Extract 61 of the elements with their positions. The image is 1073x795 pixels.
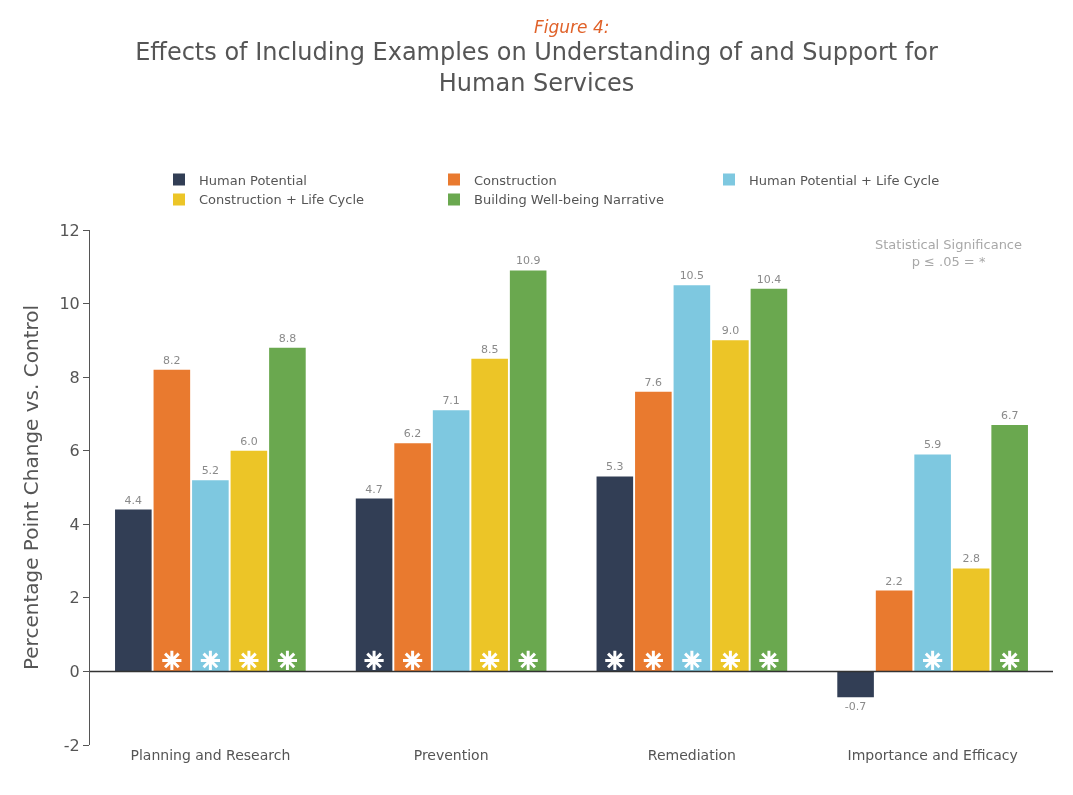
- data-label: 4.4: [124, 493, 143, 507]
- bar: [952, 568, 990, 672]
- x-tick-label: Prevention: [413, 747, 489, 763]
- data-label: 8.2: [163, 353, 181, 367]
- y-axis-title: Percentage Point Change vs. Control: [18, 304, 43, 671]
- data-label: 2.2: [885, 574, 903, 588]
- bar: [712, 340, 749, 672]
- data-label: 5.3: [606, 460, 624, 474]
- y-tick-label: 8: [69, 367, 80, 387]
- y-tick-label: 0: [69, 662, 80, 682]
- y-tick-label: 4: [69, 514, 80, 534]
- data-label: 8.5: [480, 342, 499, 356]
- bar: [509, 270, 547, 672]
- bar: [432, 410, 470, 672]
- bar: [153, 369, 191, 672]
- data-label: 2.8: [962, 552, 980, 566]
- legend-label: Construction: [474, 172, 557, 188]
- annotation: Statistical Significance p ≤ .05 = *: [875, 237, 1023, 269]
- data-label: 8.8: [278, 331, 297, 345]
- bar: [355, 498, 393, 672]
- bar: [875, 590, 913, 672]
- legend-label: Human Potential + Life Cycle: [749, 172, 940, 188]
- chart-title: Effects of Including Examples on Understanding of and Support for Human Services: [135, 37, 938, 97]
- data-label: 5.9: [923, 438, 942, 452]
- data-label: 6.2: [403, 427, 422, 441]
- y-tick-label: 2: [69, 588, 80, 608]
- bar: [837, 671, 874, 698]
- y-tick-label: -2: [63, 735, 80, 755]
- bar: [192, 480, 229, 672]
- data-label: 10.4: [756, 272, 782, 286]
- y-tick-label: 6: [69, 441, 80, 461]
- y-tick-label: 12: [59, 220, 80, 240]
- data-label: 9.0: [721, 324, 740, 338]
- x-tick-label: Planning and Research: [130, 747, 291, 763]
- x-tick-label: Importance and Efficacy: [847, 747, 1018, 763]
- legend-label: Building Well-being Narrative: [474, 192, 664, 208]
- data-label: 7.1: [442, 394, 460, 408]
- x-tick-label: Remediation: [647, 747, 736, 763]
- bar: [269, 347, 306, 672]
- bar: [394, 443, 431, 672]
- data-label: 5.2: [201, 464, 220, 478]
- bar: [991, 424, 1028, 672]
- data-label: 10.5: [679, 269, 705, 283]
- data-label: 7.6: [644, 375, 663, 389]
- bar: [635, 391, 672, 672]
- y-tick-label: 10: [59, 294, 80, 314]
- chart-subtitle: Figure 4:: [534, 17, 610, 37]
- bar: [914, 454, 951, 672]
- legend-label: Construction + Life Cycle: [199, 192, 365, 208]
- data-label: 4.7: [365, 482, 383, 496]
- bar: [750, 288, 788, 672]
- bar: [115, 509, 152, 672]
- data-label: 6.7: [1000, 408, 1019, 422]
- bar: [596, 476, 634, 672]
- legend-label: Human Potential: [199, 172, 307, 188]
- data-label: -0.7: [844, 700, 867, 714]
- bar: [673, 285, 711, 672]
- data-label: 6.0: [240, 434, 258, 448]
- data-label: 10.9: [515, 254, 541, 268]
- bar: [471, 358, 508, 672]
- bar: [230, 450, 268, 672]
